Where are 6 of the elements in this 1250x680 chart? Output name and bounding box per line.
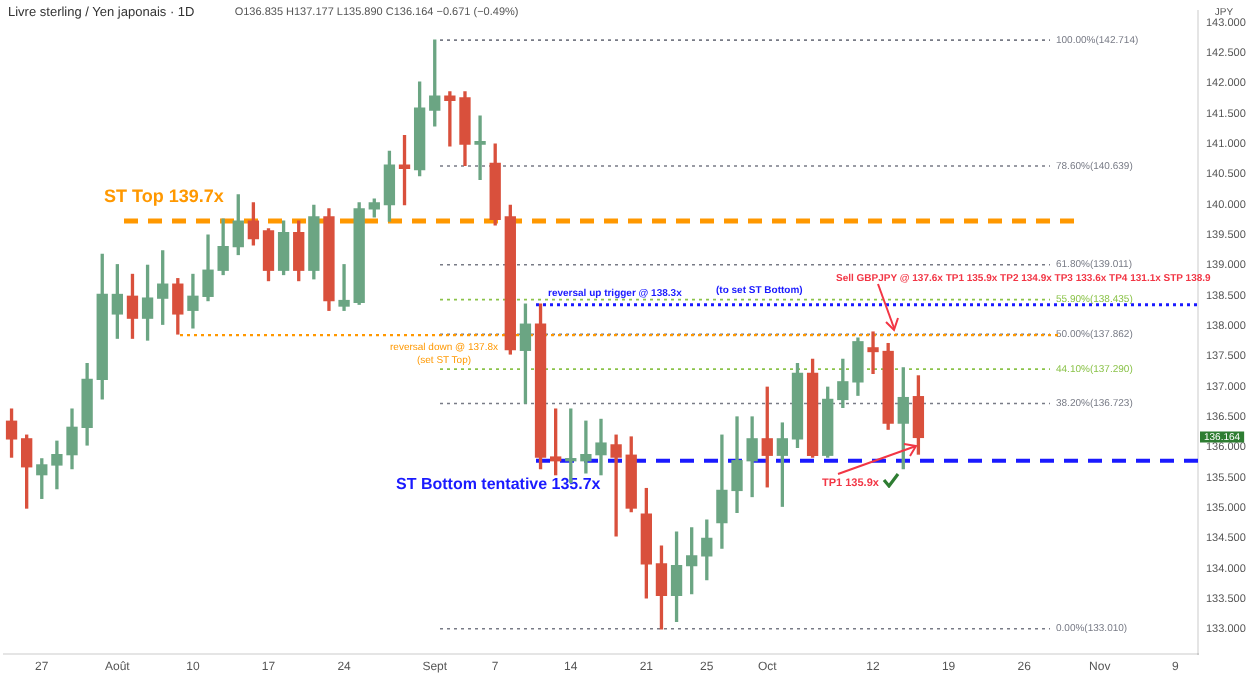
ref-line-label: ST Bottom tentative 135.7x: [396, 475, 602, 494]
candlestick: [867, 331, 879, 375]
candlestick: [338, 264, 350, 311]
ref-line-label: ST Top 139.7x: [104, 186, 224, 207]
candlestick: [610, 434, 622, 537]
candlestick: [474, 115, 486, 180]
